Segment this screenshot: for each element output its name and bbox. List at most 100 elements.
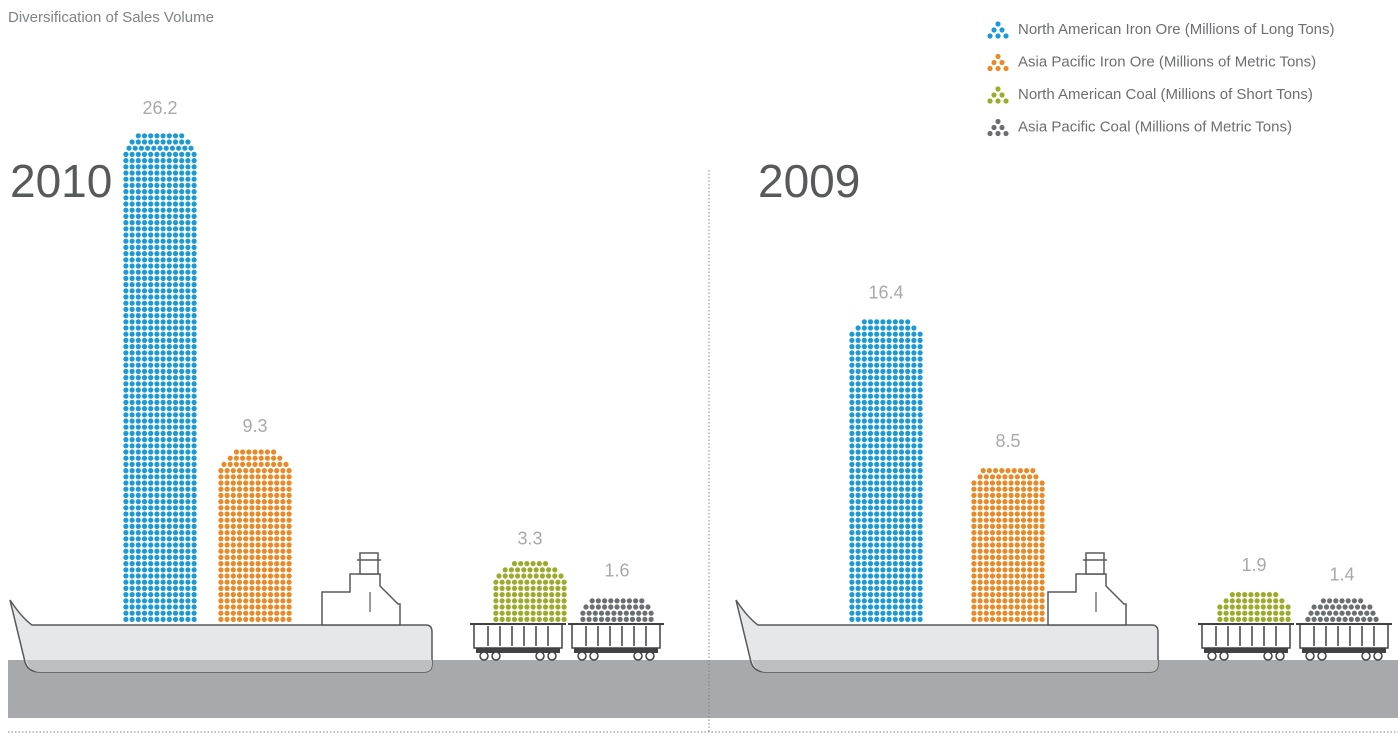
dot bbox=[274, 580, 279, 585]
dot bbox=[862, 443, 867, 448]
dot bbox=[130, 394, 135, 399]
dot bbox=[996, 549, 1001, 554]
dot bbox=[123, 549, 128, 554]
dot bbox=[911, 456, 916, 461]
dot bbox=[154, 332, 159, 337]
dot bbox=[161, 456, 166, 461]
dot bbox=[192, 431, 197, 436]
dot bbox=[862, 604, 867, 609]
dot bbox=[1009, 493, 1014, 498]
dot bbox=[880, 530, 885, 535]
dot bbox=[179, 294, 184, 299]
dot bbox=[161, 524, 166, 529]
dot bbox=[642, 617, 647, 622]
dot bbox=[874, 468, 879, 473]
dot bbox=[990, 555, 995, 560]
dot bbox=[173, 573, 178, 578]
dot bbox=[136, 282, 141, 287]
dot bbox=[240, 456, 245, 461]
dot bbox=[148, 611, 153, 616]
dot bbox=[868, 406, 873, 411]
chart: Diversification of Sales Volume North Am… bbox=[0, 0, 1398, 738]
dot bbox=[849, 493, 854, 498]
dot bbox=[173, 226, 178, 231]
dot bbox=[1040, 573, 1045, 578]
dot bbox=[136, 363, 141, 368]
dot bbox=[280, 511, 285, 516]
dot bbox=[136, 462, 141, 467]
dot bbox=[918, 474, 923, 479]
dot bbox=[179, 325, 184, 330]
dot bbox=[1255, 598, 1260, 603]
dot bbox=[887, 611, 892, 616]
dot bbox=[237, 573, 242, 578]
dot bbox=[893, 480, 898, 485]
dot bbox=[518, 617, 523, 622]
dot bbox=[154, 462, 159, 467]
dot bbox=[287, 567, 292, 572]
dot bbox=[243, 580, 248, 585]
dot bbox=[167, 307, 172, 312]
dot bbox=[880, 604, 885, 609]
dot bbox=[1040, 518, 1045, 523]
dot bbox=[978, 493, 983, 498]
dot bbox=[874, 493, 879, 498]
dot bbox=[154, 319, 159, 324]
dot bbox=[899, 400, 904, 405]
dot bbox=[911, 573, 916, 578]
dot bbox=[587, 611, 592, 616]
dot bbox=[161, 567, 166, 572]
dot bbox=[136, 480, 141, 485]
dot bbox=[887, 617, 892, 622]
dot bbox=[136, 183, 141, 188]
dot bbox=[1030, 468, 1035, 473]
dot bbox=[173, 313, 178, 318]
dot bbox=[1027, 586, 1032, 591]
dot bbox=[179, 425, 184, 430]
dot bbox=[167, 567, 172, 572]
dot bbox=[849, 474, 854, 479]
dot bbox=[167, 257, 172, 262]
dot bbox=[1033, 604, 1038, 609]
dot bbox=[268, 511, 273, 516]
dot bbox=[287, 542, 292, 547]
dot bbox=[148, 567, 153, 572]
dot bbox=[148, 394, 153, 399]
dot bbox=[874, 542, 879, 547]
dot bbox=[148, 369, 153, 374]
dot bbox=[856, 549, 861, 554]
dot bbox=[173, 375, 178, 380]
dot bbox=[130, 139, 135, 144]
dot bbox=[243, 499, 248, 504]
dot bbox=[161, 518, 166, 523]
dot bbox=[192, 418, 197, 423]
dot bbox=[911, 499, 916, 504]
dot bbox=[179, 189, 184, 194]
dot bbox=[130, 251, 135, 256]
dot bbox=[918, 524, 923, 529]
dot bbox=[231, 617, 236, 622]
dot bbox=[225, 598, 230, 603]
dot bbox=[130, 542, 135, 547]
dot bbox=[493, 580, 498, 585]
dot bbox=[179, 499, 184, 504]
dot bbox=[984, 592, 989, 597]
dot bbox=[252, 449, 257, 454]
dot bbox=[918, 542, 923, 547]
dot bbox=[154, 449, 159, 454]
dot bbox=[887, 375, 892, 380]
dot bbox=[590, 604, 595, 609]
dot bbox=[649, 611, 654, 616]
dot bbox=[256, 536, 261, 541]
dot bbox=[130, 307, 135, 312]
dot bbox=[905, 319, 910, 324]
dot bbox=[1367, 617, 1372, 622]
dot bbox=[161, 505, 166, 510]
dot bbox=[123, 239, 128, 244]
dot bbox=[161, 555, 166, 560]
dot bbox=[179, 617, 184, 622]
dot bbox=[862, 573, 867, 578]
dot bbox=[918, 425, 923, 430]
dot bbox=[173, 425, 178, 430]
dot bbox=[887, 425, 892, 430]
